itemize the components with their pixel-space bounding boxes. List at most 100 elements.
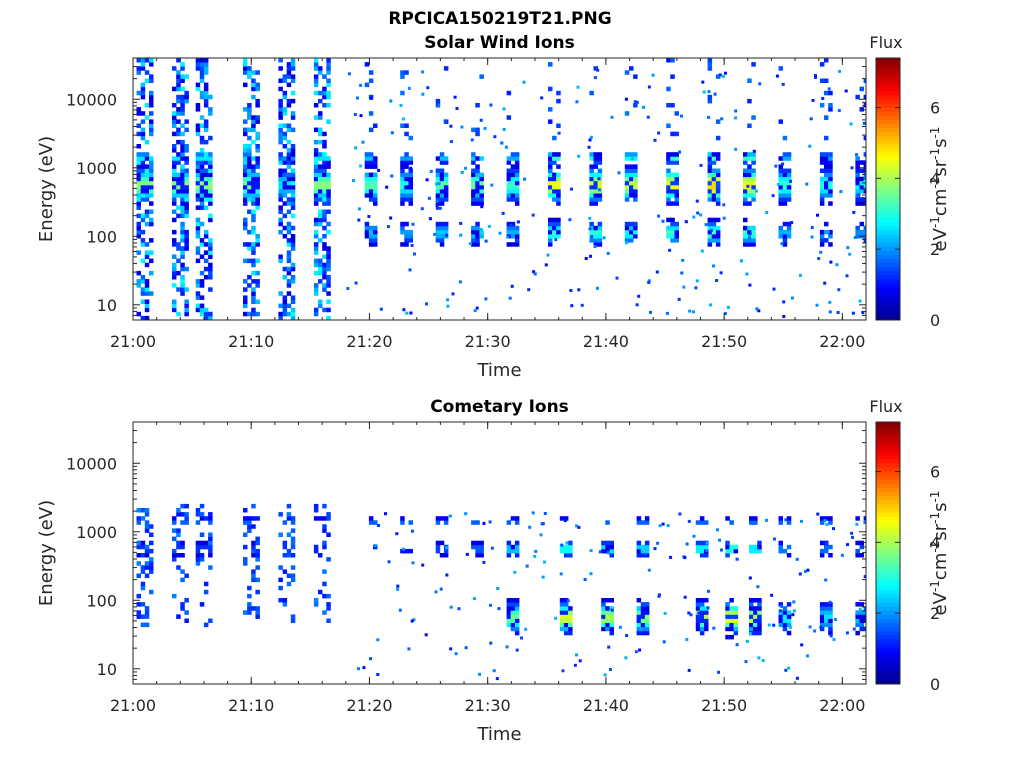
heatmap-cell (510, 168, 516, 173)
heatmap-cell (180, 201, 185, 206)
heatmap-cell (597, 156, 603, 161)
heatmap-cell (475, 520, 480, 525)
heatmap-cell (199, 303, 205, 309)
heatmap-cell (247, 156, 252, 161)
heatmap-cell (778, 540, 783, 546)
heatmap-cell (570, 304, 574, 308)
heatmap-cell (828, 168, 833, 173)
colorbar-swatch (876, 471, 900, 476)
heatmap-cell (149, 131, 154, 137)
x-tick-label: 21:00 (110, 332, 156, 351)
heatmap-cell (670, 217, 675, 223)
heatmap-cell (559, 516, 565, 521)
heatmap-cell (449, 647, 453, 651)
heatmap-cell (144, 553, 150, 558)
heatmap-cell (601, 548, 606, 554)
heatmap-cell (199, 307, 205, 313)
heatmap-cell (149, 184, 154, 190)
heatmap-cell (184, 160, 189, 165)
heatmap-cell (318, 553, 323, 558)
heatmap-cell (140, 197, 146, 202)
heatmap-cell (692, 310, 695, 314)
heatmap-cell (514, 184, 520, 190)
heatmap-cell (855, 516, 860, 521)
heatmap-cell (184, 201, 189, 206)
heatmap-cell (786, 184, 792, 190)
heatmap-cell (278, 98, 283, 104)
heatmap-cell (749, 598, 754, 603)
heatmap-cell (743, 225, 748, 231)
heatmap-cell (819, 201, 825, 206)
heatmap-cell (823, 281, 827, 285)
heatmap-cell (439, 189, 445, 194)
heatmap-cell (506, 189, 512, 194)
heatmap-cell (199, 58, 205, 63)
heatmap-cell (560, 543, 564, 547)
heatmap-cell (743, 172, 748, 178)
heatmap-cell (373, 172, 378, 178)
heatmap-cell (243, 197, 248, 202)
heatmap-cell (278, 291, 283, 296)
heatmap-cell (743, 160, 748, 165)
heatmap-cell (778, 156, 783, 161)
heatmap-cell (666, 156, 671, 161)
heatmap-cell (514, 626, 520, 632)
heatmap-cell (593, 160, 598, 165)
heatmap-cell (699, 598, 705, 603)
heatmap-cell (725, 618, 730, 623)
heatmap-cell (290, 98, 296, 104)
heatmap-cell (313, 229, 319, 235)
heatmap-cell (625, 241, 629, 245)
heatmap-cell (144, 172, 150, 178)
heatmap-cell (408, 520, 413, 525)
colorbar-swatch (876, 561, 900, 566)
heatmap-cell (552, 197, 557, 202)
heatmap-cell (322, 131, 327, 137)
heatmap-cell (598, 550, 602, 554)
heatmap-cell (243, 164, 248, 169)
heatmap-cell (282, 160, 288, 165)
heatmap-cell (788, 625, 792, 629)
heatmap-cell (251, 270, 256, 276)
heatmap-cell (180, 503, 185, 509)
heatmap-cell (751, 189, 756, 194)
heatmap-cell (318, 164, 323, 169)
heatmap-cell (828, 520, 833, 525)
heatmap-cell (251, 115, 256, 120)
heatmap-cell (782, 193, 788, 198)
heatmap-cell (176, 246, 181, 251)
heatmap-cell (520, 636, 523, 640)
heatmap-cell (559, 626, 565, 632)
heatmap-cell (176, 98, 181, 104)
heatmap-cell (568, 544, 573, 550)
heatmap-cell (144, 544, 150, 550)
heatmap-cell (140, 131, 146, 137)
heatmap-cell (404, 229, 409, 235)
heatmap-cell (506, 618, 512, 623)
heatmap-cell (666, 58, 671, 63)
heatmap-cell (717, 670, 721, 674)
heatmap-cell (282, 213, 288, 219)
heatmap-cell (313, 270, 319, 276)
heatmap-cell (176, 58, 181, 63)
heatmap-cell (172, 262, 177, 268)
heatmap-cell (624, 656, 628, 660)
colorbar-swatch (876, 598, 900, 603)
heatmap-cell (624, 156, 630, 161)
heatmap-cell (322, 516, 327, 521)
heatmap-cell (136, 508, 141, 513)
heatmap-cell (172, 283, 177, 288)
heatmap-cell (637, 294, 641, 298)
heatmap-cell (729, 520, 734, 525)
heatmap-cell (782, 189, 788, 194)
heatmap-cell (435, 540, 441, 546)
heatmap-cell (184, 520, 189, 525)
heatmap-cell (411, 222, 415, 226)
colorbar-swatch (876, 475, 900, 480)
heatmap-cell (661, 219, 665, 223)
heatmap-cell (390, 174, 394, 178)
heatmap-cell (500, 141, 504, 145)
heatmap-cell (786, 630, 792, 636)
heatmap-cell (247, 70, 252, 75)
heatmap-cell (508, 296, 512, 300)
